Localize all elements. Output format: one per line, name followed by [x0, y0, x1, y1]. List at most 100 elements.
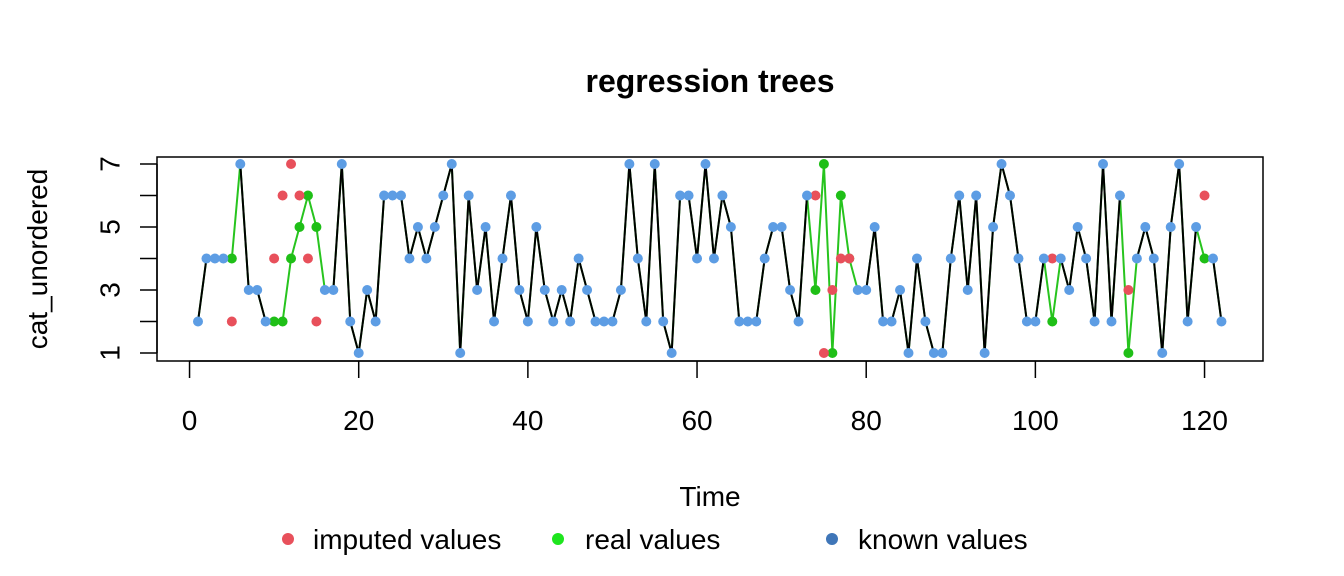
series-segment-known	[408, 226, 419, 259]
point-known	[252, 285, 263, 295]
point-real	[827, 348, 838, 358]
series-segment-known	[1059, 258, 1071, 291]
series-segment-known	[552, 289, 563, 322]
series-segment-known	[484, 226, 496, 322]
point-known	[514, 285, 525, 295]
series-segment-known	[416, 226, 428, 259]
point-imputed	[835, 253, 846, 264]
point-known	[717, 190, 728, 201]
point-known	[649, 159, 660, 169]
point-known	[497, 253, 508, 264]
point-known	[945, 253, 956, 264]
point-known	[1013, 253, 1024, 264]
point-known	[505, 190, 516, 201]
series-segment-known	[712, 195, 724, 259]
point-known	[751, 316, 762, 327]
point-real	[835, 190, 846, 201]
series-segment-known	[619, 163, 631, 291]
series-segment-known	[1135, 226, 1147, 259]
point-known	[1191, 222, 1202, 232]
point-known	[785, 285, 796, 295]
point-imputed	[311, 316, 322, 327]
point-known	[379, 190, 390, 201]
point-imputed	[844, 253, 855, 264]
point-real	[277, 316, 288, 327]
series-segment-known	[560, 289, 572, 322]
point-real	[311, 222, 322, 232]
x-tick-label: 80	[851, 405, 882, 436]
series-segment-known	[975, 195, 986, 354]
point-known	[683, 190, 694, 201]
point-known	[734, 316, 745, 327]
point-known	[531, 222, 542, 232]
point-known	[1098, 159, 1109, 169]
point-known	[243, 285, 254, 295]
series-segment-known	[797, 195, 808, 322]
point-known	[937, 348, 948, 358]
series-segment-known	[197, 258, 208, 322]
point-known	[1064, 285, 1075, 295]
series-segment-known	[696, 163, 707, 259]
point-known	[675, 190, 686, 201]
series-segment-known	[1076, 226, 1088, 259]
point-known	[759, 253, 770, 264]
point-known	[725, 222, 736, 232]
series-segment-known	[653, 163, 665, 322]
point-known	[852, 285, 863, 295]
series-segment-known	[349, 321, 360, 354]
legend: imputed values real values known values	[282, 524, 1028, 555]
point-known	[903, 348, 914, 358]
point-known	[920, 316, 931, 327]
point-imputed	[810, 190, 821, 201]
series-segment-known	[755, 258, 766, 322]
point-real	[269, 316, 280, 327]
series-segment-known	[763, 226, 775, 259]
point-known	[429, 222, 440, 232]
point-known	[387, 190, 398, 201]
series-segment-known	[569, 258, 580, 322]
point-imputed	[286, 159, 297, 169]
legend-label-known: known values	[858, 524, 1028, 555]
series-segment-known	[890, 289, 902, 322]
point-known	[971, 190, 982, 201]
point-known	[776, 222, 787, 232]
point-known	[632, 253, 643, 264]
series-segment-known	[526, 226, 538, 322]
point-known	[1114, 190, 1125, 201]
point-known	[565, 316, 576, 327]
series-segment-known	[577, 258, 589, 291]
series-segment-known	[374, 195, 386, 322]
series-segment-known	[332, 163, 343, 291]
point-known	[412, 222, 423, 232]
series-segment-known	[357, 289, 369, 354]
point-known	[539, 285, 550, 295]
point-real	[1047, 316, 1058, 327]
point-known	[1072, 222, 1083, 232]
series-segment-known	[966, 195, 978, 291]
point-known	[1165, 222, 1176, 232]
series-segment-known	[662, 321, 673, 354]
point-known	[962, 285, 973, 295]
series-segment-known	[1144, 226, 1155, 259]
point-known	[1030, 316, 1041, 327]
point-known	[336, 159, 347, 169]
y-tick-label: 7	[95, 156, 126, 172]
series-segment-known	[687, 195, 699, 259]
legend-label-real: real values	[585, 524, 720, 555]
point-known	[193, 316, 203, 327]
series-segment-known	[1000, 163, 1011, 196]
point-known	[1005, 190, 1015, 201]
series-segment-known	[1186, 226, 1198, 322]
series-segment-known	[729, 226, 741, 322]
point-known	[319, 285, 330, 295]
legend-label-imputed: imputed values	[313, 524, 501, 555]
series-segment-known	[628, 163, 639, 259]
point-known	[624, 159, 635, 169]
series-segment-known	[450, 163, 462, 354]
point-real	[818, 159, 829, 169]
y-tick-label: 3	[95, 282, 126, 298]
chart-title: regression trees	[585, 63, 834, 99]
point-known	[421, 253, 432, 264]
